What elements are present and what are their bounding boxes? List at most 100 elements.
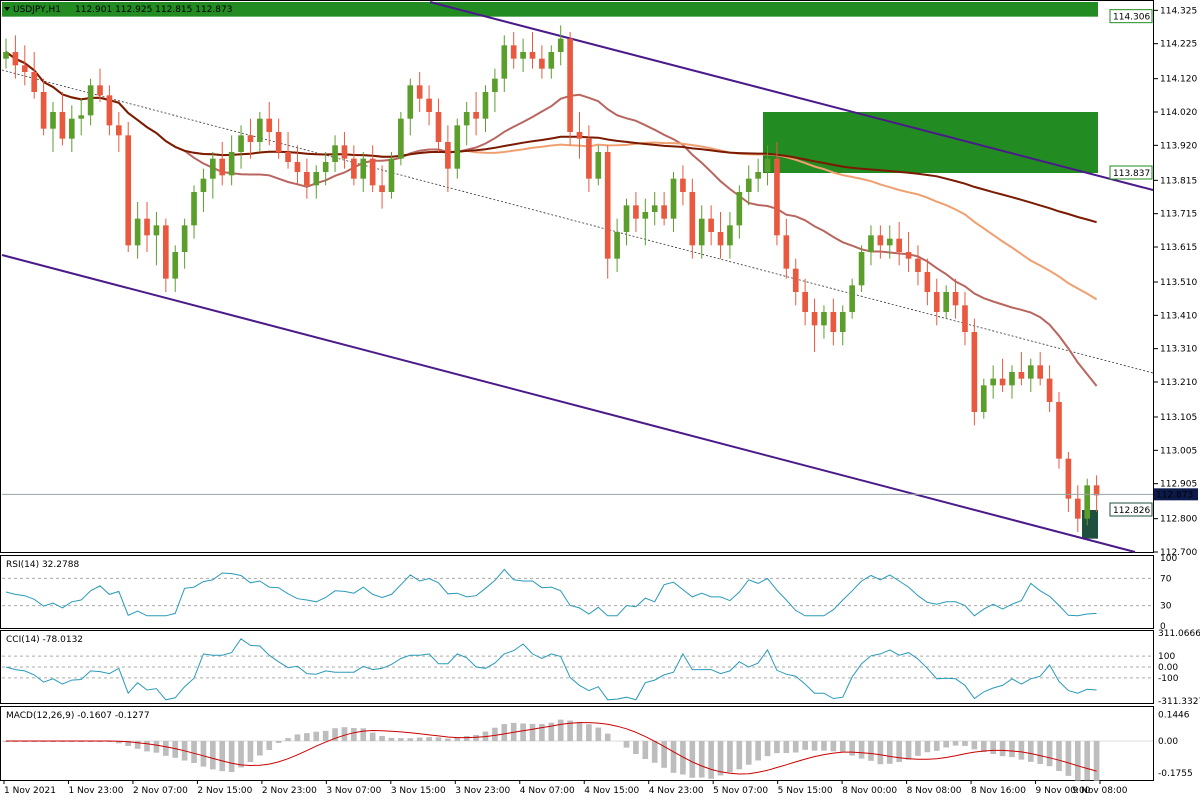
candle-body — [548, 52, 555, 69]
candle-body — [689, 192, 696, 246]
price-tick-label: 113.715 — [1160, 210, 1197, 220]
macd-histogram-bar — [783, 741, 790, 754]
candle-body — [576, 132, 583, 139]
macd-histogram-bar — [943, 741, 949, 748]
candle-body — [50, 112, 56, 129]
macd-histogram-bar — [285, 738, 291, 741]
macd-histogram-bar — [379, 735, 385, 741]
macd-histogram-bar — [520, 723, 526, 741]
candle-body — [360, 158, 367, 179]
candle-body — [755, 172, 761, 179]
candle-body — [463, 112, 470, 126]
candle-body — [106, 95, 113, 126]
cci-axis-label: 311.0666 — [1158, 629, 1200, 639]
candle-body — [539, 58, 545, 69]
zone-top-label: 114.306 — [1113, 13, 1150, 23]
macd-histogram-bar — [473, 734, 479, 741]
macd-histogram-bar — [952, 741, 959, 746]
candle-body — [116, 125, 122, 136]
candle-body — [999, 378, 1006, 386]
macd-histogram-bar — [924, 741, 931, 753]
zone-rect — [763, 112, 1098, 173]
symbol-label: USDJPY,H1 — [13, 5, 61, 15]
macd-histogram-bar — [633, 741, 639, 754]
candle-body — [445, 142, 451, 169]
candle-body — [924, 272, 931, 292]
macd-histogram-bar — [529, 723, 536, 741]
moving-average-100 — [5, 51, 1097, 224]
time-tick-label: 5 Nov 07:00 — [713, 786, 768, 796]
candle-body — [482, 92, 489, 119]
zone-low-label: 112.826 — [1113, 506, 1150, 516]
candle-body — [435, 112, 442, 142]
macd-histogram-bar — [708, 741, 714, 779]
time-tick-label: 1 Nov 23:00 — [68, 786, 123, 796]
macd-histogram-bar — [990, 741, 996, 754]
collapse-triangle-icon[interactable] — [4, 7, 10, 11]
time-tick-label: 9 Nov 00:00 — [1036, 786, 1091, 796]
time-tick-label: 3 Nov 15:00 — [391, 786, 446, 796]
macd-histogram-bar — [134, 741, 141, 749]
candle-body — [87, 85, 94, 116]
candle-body — [896, 238, 902, 252]
moving-average-20 — [5, 51, 1098, 387]
candle-body — [134, 218, 141, 246]
macd-histogram-bar — [454, 737, 461, 741]
macd-histogram-bar — [228, 741, 235, 773]
candle-body — [952, 292, 959, 306]
cci-line — [5, 638, 1097, 701]
candle-body — [877, 235, 884, 246]
candle-body — [285, 152, 291, 162]
macd-histogram-bar — [980, 741, 987, 753]
candle-body — [1065, 458, 1072, 499]
candle-body — [783, 235, 790, 269]
price-tick-label: 114.020 — [1160, 108, 1197, 118]
rsi-axis-label: 30 — [1160, 602, 1172, 612]
candle-body — [97, 85, 103, 96]
macd-histogram-bar — [849, 741, 855, 756]
candle-body — [31, 72, 38, 92]
cci-axis-label: -100 — [1158, 674, 1179, 684]
candle-body — [698, 218, 705, 246]
candle-body — [313, 172, 320, 186]
macd-indicator: 0.1446 0.00 -0.1755 — [2, 711, 1193, 781]
price-tick-label: 112.905 — [1160, 480, 1197, 490]
macd-histogram-bar — [839, 741, 846, 752]
price-channel — [1, 1, 1154, 553]
macd-histogram-bar — [764, 741, 771, 757]
candle-body — [426, 98, 432, 112]
candle-body — [943, 292, 949, 312]
macd-histogram-bar — [369, 732, 376, 741]
time-tick-label: 8 Nov 00:00 — [842, 786, 897, 796]
rsi-axis-label: 100 — [1160, 554, 1177, 564]
candle-body — [78, 115, 85, 119]
candle-body — [40, 92, 47, 129]
current-price-label: 112.873 — [1156, 490, 1193, 500]
cci-axis-label: -311.3327 — [1158, 697, 1200, 707]
candle-body — [586, 138, 592, 179]
macd-histogram-bar — [463, 736, 470, 741]
candle-body — [868, 235, 874, 252]
candle-body — [238, 135, 244, 152]
candle-body — [980, 385, 987, 412]
time-tick-label: 3 Nov 23:00 — [455, 786, 510, 796]
macd-histogram-bar — [755, 741, 761, 761]
zone-top-label-box — [1109, 9, 1153, 24]
candle-body — [68, 118, 75, 139]
price-tick-label: 114.325 — [1160, 6, 1197, 16]
candle-body — [200, 178, 207, 192]
macd-histogram-bar — [1037, 741, 1044, 764]
candle-body — [322, 162, 329, 172]
candle-body — [1009, 372, 1015, 386]
macd-histogram-bar — [811, 741, 818, 751]
macd-histogram-bar — [1065, 741, 1072, 776]
candle-body — [351, 158, 357, 179]
macd-histogram-bar — [1009, 741, 1015, 758]
macd-histogram-bar — [313, 731, 320, 741]
candle-body — [567, 38, 573, 132]
candle-body — [764, 158, 771, 172]
macd-histogram-bar — [210, 741, 216, 770]
macd-histogram-bar — [426, 737, 432, 741]
candle-body — [388, 158, 395, 192]
cci-axis-label: 0.00 — [1158, 663, 1178, 673]
